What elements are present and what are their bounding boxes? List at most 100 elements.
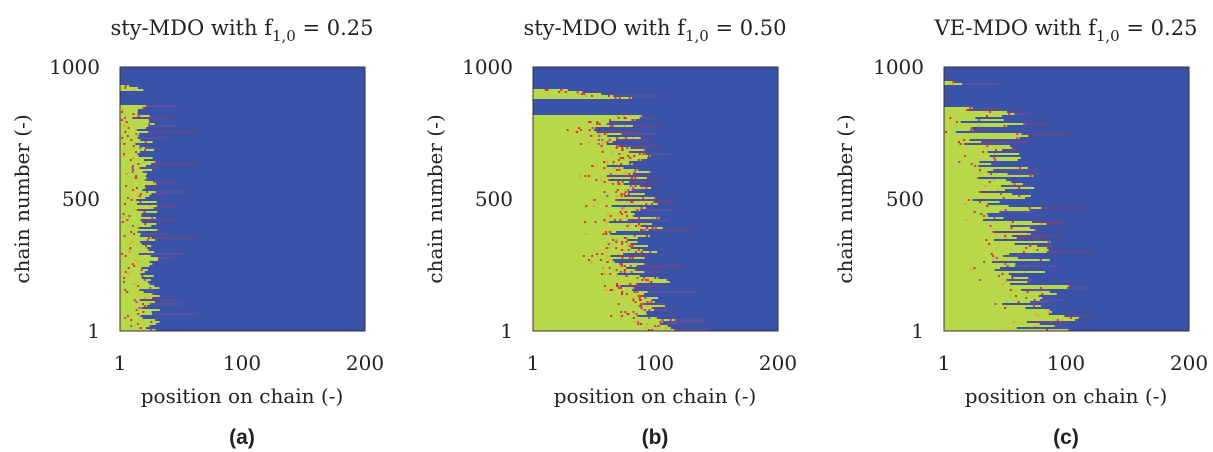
panel-b-row-44 [533, 241, 638, 243]
panel-c-row-22 [944, 285, 1069, 287]
panel-b-speckle [636, 209, 639, 211]
panel-a-row-59 [120, 211, 158, 213]
panel-c-row-73 [944, 183, 1023, 185]
panel-b-row-100 [533, 129, 594, 131]
panel-b-row-6 [533, 317, 656, 319]
panel-c-speckle [1033, 299, 1036, 301]
panel-a-row-29 [120, 271, 145, 273]
panel-b-streak [662, 321, 706, 323]
panel-b-speckle [600, 273, 603, 275]
panel-b-speckle [623, 193, 626, 195]
panel-a-row-90 [120, 149, 155, 151]
panel-b-row-12 [533, 305, 665, 307]
panel-b-speckle [616, 145, 619, 147]
panel-c-speckle [988, 181, 991, 183]
panel-b-speckle [597, 133, 600, 135]
panel-b-speckle [627, 155, 630, 157]
panel-b-speckle [605, 161, 608, 163]
panel-b-speckle [636, 291, 639, 293]
panel-b-speckle [621, 249, 624, 251]
panel-b-speckle [618, 183, 621, 185]
panel-b-streak [606, 175, 650, 177]
panel-b-speckle [621, 293, 624, 295]
panel-b-speckle [603, 273, 606, 275]
panel-c-row-101 [944, 127, 972, 129]
panel-b-speckle [581, 93, 584, 95]
panel-b-speckle [640, 303, 643, 305]
panel-a-row-84 [120, 161, 156, 163]
panel-b-speckle [634, 185, 637, 187]
panel-c-row-110 [944, 109, 969, 111]
panel-b-row-120 [533, 89, 568, 91]
panel-a-speckle [124, 87, 127, 89]
panel-a: sty-MDO with f1,0 = 0.25 1000 500 1 1 10… [10, 16, 384, 449]
panel-c-row-12 [944, 305, 1041, 307]
panel-a-streak [146, 105, 178, 107]
panel-b-speckle [627, 189, 630, 191]
panel-b-speckle [619, 219, 622, 221]
panel-a-ylabel: chain number (-) [10, 114, 34, 283]
panel-c-speckle [1004, 237, 1007, 239]
panel-b-speckle [597, 139, 600, 141]
panel-b-speckle [634, 269, 637, 271]
panel-b-row-37 [533, 255, 611, 257]
panel-b-streak [629, 151, 646, 153]
panel-c-streak [1032, 221, 1062, 223]
panel-a-speckle [122, 213, 125, 215]
panel-c-speckle [1011, 277, 1014, 279]
panel-a-speckle [124, 271, 127, 273]
panel-a-speckle [142, 311, 145, 313]
panel-b-row-55 [533, 219, 628, 221]
panel-b-speckle [606, 255, 609, 257]
panel-a-row-71 [120, 187, 146, 189]
panel-b-speckle [631, 245, 634, 247]
panel-b-speckle [651, 329, 654, 331]
panel-a-row-111 [120, 107, 144, 109]
panel-b-speckle [646, 301, 649, 303]
panel-a-speckle [133, 283, 136, 285]
panel-c-speckle [983, 261, 986, 263]
panel-c-speckle [1068, 285, 1071, 287]
panel-a-row-62 [120, 205, 157, 207]
panel-a-speckle [137, 313, 140, 315]
panel-a-row-11 [120, 307, 142, 309]
panel-a-speckle [136, 323, 139, 325]
panel-b-row-14 [533, 301, 655, 303]
panel-b-row-80 [533, 169, 638, 171]
panel-a-streak [139, 299, 175, 301]
panel-c-speckle [977, 177, 980, 179]
panel-c-speckle [1026, 233, 1029, 235]
panel-b-speckle [603, 161, 606, 163]
panel-b-speckle [637, 159, 640, 161]
panel-b-speckle [638, 297, 641, 299]
panel-b-speckle [566, 129, 569, 131]
panel-c-speckle [1047, 309, 1050, 311]
panel-a-row-75 [120, 179, 147, 181]
panel-c-streak [1064, 315, 1094, 317]
panel-c-speckle [969, 269, 972, 271]
panel-a-speckle [127, 127, 130, 129]
panel-a-row-39 [120, 251, 155, 253]
panel-a-speckle [124, 255, 127, 257]
panel-b-speckle [615, 191, 618, 193]
panel-c-row-42 [944, 245, 1038, 247]
panel-b-speckle [587, 175, 590, 177]
panel-b-streak [639, 185, 653, 187]
panel-b-speckle [608, 95, 611, 97]
panel-a-row-10 [120, 309, 160, 311]
panel-c-row-14 [944, 301, 1031, 303]
panel-b-row-5 [533, 319, 675, 321]
panel-c-speckle [1009, 289, 1012, 291]
panel-b-speckle [629, 185, 632, 187]
panel-b-row-26 [533, 277, 659, 279]
panel-a-speckle [137, 261, 140, 263]
panel-b-speckle [632, 311, 635, 313]
panel-b-speckle [625, 241, 628, 243]
panel-c-row-25 [944, 279, 1007, 281]
panel-b-row-117 [533, 95, 614, 97]
panel-a-speckle [123, 143, 126, 145]
panel-b-speckle [631, 185, 634, 187]
panel-b-tag: (b) [642, 426, 669, 449]
panel-b-speckle [616, 137, 619, 139]
panel-c-row-37 [944, 255, 1004, 257]
